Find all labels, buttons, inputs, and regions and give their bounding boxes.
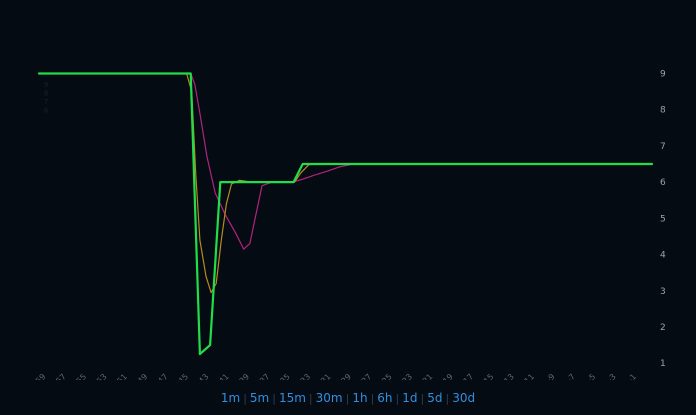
x-tick-label: -19 bbox=[439, 372, 455, 380]
y-tick-label: 4 bbox=[660, 251, 666, 261]
series-line-3 bbox=[38, 72, 355, 250]
range-separator: | bbox=[243, 391, 247, 405]
range-separator: | bbox=[345, 391, 350, 405]
range-30m-button[interactable]: 30m bbox=[315, 391, 343, 405]
x-tick-label: -31 bbox=[317, 372, 333, 380]
x-tick-label: -47 bbox=[154, 372, 170, 380]
x-tick-label: -59 bbox=[32, 372, 48, 380]
x-tick-label: -35 bbox=[276, 372, 292, 380]
y-tick-label: 6 bbox=[660, 178, 666, 188]
series-lines bbox=[37, 72, 654, 356]
range-5m-button[interactable]: 5m bbox=[249, 391, 270, 405]
range-5d-button[interactable]: 5d bbox=[427, 391, 443, 405]
y-tick-label: 8 bbox=[660, 106, 666, 116]
x-tick-label: -33 bbox=[297, 372, 313, 380]
range-1m-button[interactable]: 1m bbox=[220, 391, 241, 405]
ghost-tick-label: 6 bbox=[44, 107, 48, 115]
range-separator: | bbox=[272, 391, 276, 405]
ghost-tick-label: 9 bbox=[44, 81, 48, 89]
y-tick-label: 1 bbox=[660, 359, 666, 369]
x-tick-label: -21 bbox=[419, 372, 435, 380]
range-separator: | bbox=[395, 391, 400, 405]
x-tick-label: -41 bbox=[215, 372, 231, 380]
x-tick-label: -11 bbox=[521, 372, 537, 380]
x-tick-label: -45 bbox=[174, 372, 190, 380]
x-tick-label: -49 bbox=[134, 372, 150, 380]
x-tick-label: -29 bbox=[337, 372, 353, 380]
x-tick-label: -57 bbox=[52, 372, 68, 380]
x-tick-label: -9 bbox=[545, 372, 557, 380]
x-tick-label: -23 bbox=[399, 372, 415, 380]
x-tick-label: -27 bbox=[358, 372, 374, 380]
series-line-2 bbox=[38, 72, 355, 294]
y-tick-label: 7 bbox=[660, 142, 666, 152]
x-tick-label: -13 bbox=[500, 372, 516, 380]
x-tick-label: -3 bbox=[606, 372, 618, 380]
x-tick-label: -15 bbox=[480, 372, 496, 380]
x-tick-label: -43 bbox=[195, 372, 211, 380]
range-separator: | bbox=[308, 391, 313, 405]
time-range-bar: 1m | 5m | 15m | 30m | 1h | 6h | 1d | 5d … bbox=[0, 388, 696, 408]
range-separator: | bbox=[445, 391, 450, 405]
range-separator: | bbox=[420, 391, 425, 405]
range-separator: | bbox=[370, 391, 375, 405]
range-15m-button[interactable]: 15m bbox=[278, 391, 306, 405]
y-tick-label: 5 bbox=[660, 214, 666, 224]
x-tick-label: -17 bbox=[460, 372, 476, 380]
x-axis-labels: -59 -57 -55 -53 -51 -49 -47 -45 -43 -41 -39 -37 -35-… bbox=[32, 372, 638, 380]
ghost-tick-label: 7 bbox=[44, 98, 48, 106]
x-tick-label: -37 bbox=[256, 372, 272, 380]
range-1d-button[interactable]: 1d bbox=[402, 391, 418, 405]
y-tick-label: 3 bbox=[660, 287, 666, 297]
range-1h-button[interactable]: 1h bbox=[352, 391, 368, 405]
x-tick-label: -5 bbox=[585, 372, 597, 380]
x-tick-label: -55 bbox=[73, 372, 89, 380]
y-tick-label: 9 bbox=[660, 69, 666, 79]
x-tick-label: -1 bbox=[626, 372, 638, 380]
y-tick-label: 2 bbox=[660, 323, 666, 333]
y-axis-labels: 1 2 3 4 5 6 7 8 9 bbox=[660, 69, 666, 369]
range-6h-button[interactable]: 6h bbox=[377, 391, 393, 405]
x-tick-label: -25 bbox=[378, 372, 394, 380]
range-30d-button[interactable]: 30d bbox=[452, 391, 476, 405]
ghost-tick-label: 8 bbox=[44, 90, 48, 98]
x-tick-label: -39 bbox=[236, 372, 252, 380]
x-tick-label: -7 bbox=[565, 372, 577, 380]
x-tick-label: -53 bbox=[93, 372, 109, 380]
series-line-1 bbox=[37, 72, 654, 356]
x-tick-label: -51 bbox=[113, 372, 129, 380]
